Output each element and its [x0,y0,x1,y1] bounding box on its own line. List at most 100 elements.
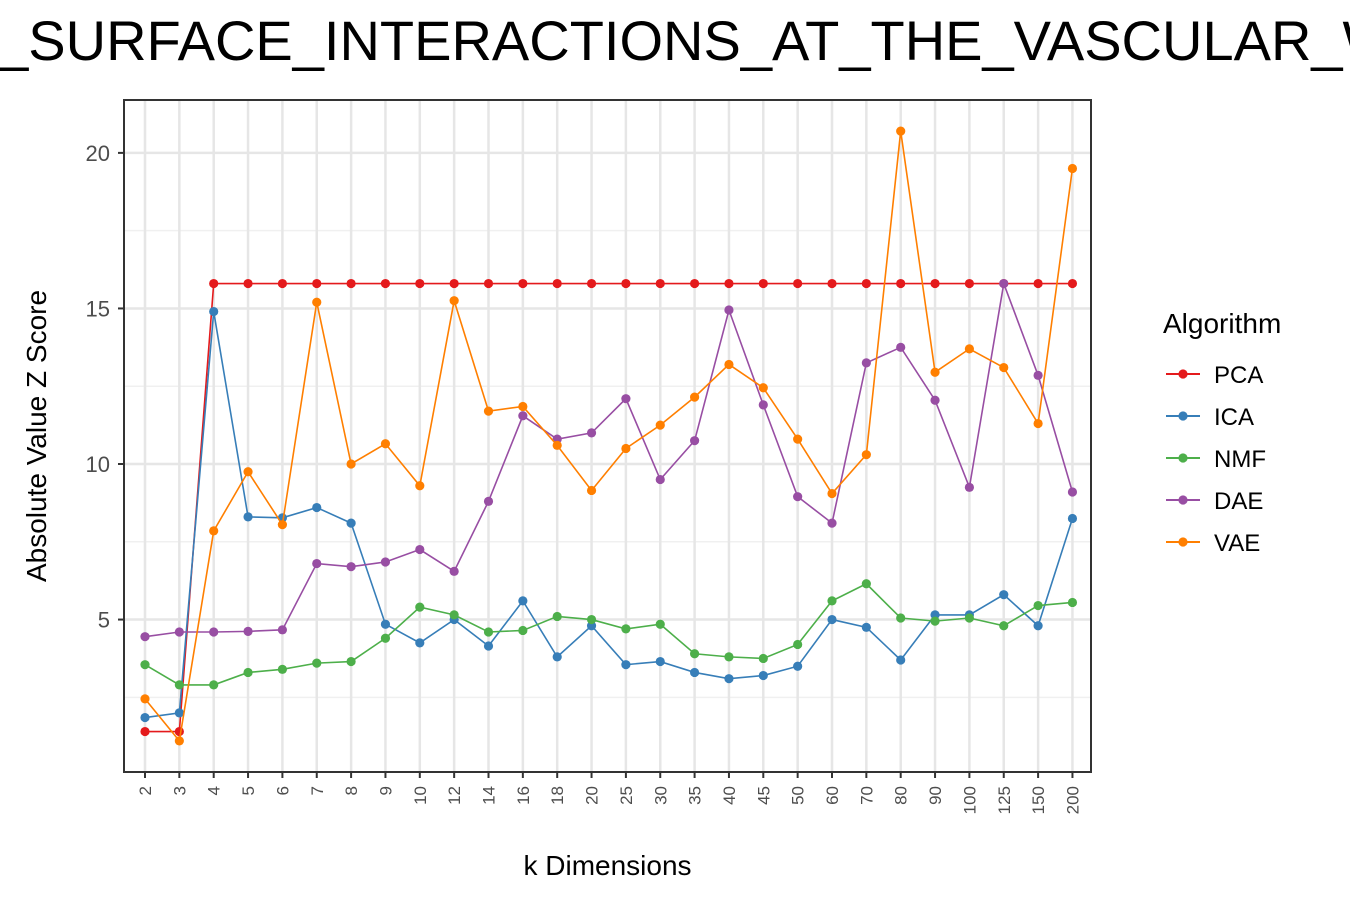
x-tick-label: 35 [686,786,705,805]
legend-item-vae: VAE [1166,530,1260,557]
data-point [964,278,975,289]
data-point [518,278,528,289]
data-point [518,401,528,412]
data-point [621,624,631,634]
series-pca [140,278,1078,737]
x-tick-label: 50 [789,786,808,805]
data-point [964,613,975,623]
data-point [793,639,803,650]
legend-label: VAE [1214,530,1260,557]
x-tick-label: 7 [308,786,327,795]
data-point [552,278,562,289]
data-point [174,736,184,746]
data-point [140,694,150,704]
data-point [518,411,528,421]
y-axis-label: Absolute Value Z Score [21,290,52,582]
data-point [861,278,871,289]
data-point [140,632,150,642]
data-point [758,278,768,289]
data-point [999,362,1009,373]
legend-label: DAE [1214,488,1263,515]
data-point [380,278,391,289]
data-point [380,633,391,643]
data-point [999,621,1009,631]
data-point [724,674,734,684]
data-point [277,520,287,530]
data-point [518,625,528,636]
data-point [174,726,184,737]
legend-title: Algorithm [1163,308,1281,339]
data-point [655,474,665,485]
data-point [312,558,322,569]
series-vae [140,126,1078,746]
data-point [209,526,219,536]
data-point [415,278,425,289]
legend-item-pca: PCA [1166,362,1263,389]
x-tick-label: 2 [136,786,155,795]
data-point [346,459,356,469]
data-point [140,660,150,670]
data-point [621,278,631,289]
data-point [483,496,494,506]
data-point [277,278,287,289]
legend-item-ica: ICA [1166,404,1254,431]
data-point [174,680,184,690]
data-point [690,649,700,659]
data-point [793,661,803,671]
data-point [552,440,562,450]
data-point [1033,278,1043,289]
data-point [243,626,253,636]
data-point [415,638,425,648]
data-point [655,278,665,289]
data-point [896,613,906,623]
data-point [483,641,494,651]
series-dae [140,278,1078,642]
data-point [621,443,631,454]
x-tick-label: 16 [514,786,533,805]
data-point [1033,418,1043,429]
data-point [1067,278,1078,289]
data-point [380,619,391,629]
x-tick-label: 20 [583,786,602,805]
legend-key-point [1178,411,1188,421]
data-point [827,518,837,528]
x-tick-label: 80 [892,786,911,805]
data-point [1067,597,1078,608]
x-axis: 2 3 4 5 6 7 8 9 10 12 14 16 18 20 25 30 35 40 45 50 60 70 80 90… [136,772,1082,814]
data-point [896,342,906,352]
series-nmf [140,579,1078,690]
data-point [758,670,768,681]
data-point [724,305,734,315]
series-lines [140,126,1078,746]
data-point [380,557,391,567]
x-tick-label: 30 [651,786,670,805]
data-point [827,614,837,625]
x-tick-label: 70 [857,786,876,805]
x-tick-label: 10 [411,786,430,805]
data-point [346,562,356,572]
data-point [930,367,940,377]
data-point [690,667,700,678]
x-tick-label: 6 [273,786,292,795]
data-point [346,278,356,289]
data-point [724,359,734,370]
data-point [758,383,768,393]
data-point [312,278,322,289]
data-point [930,395,940,405]
data-point [174,708,184,718]
x-tick-label: 5 [239,786,258,795]
y-tick-label: 10 [86,452,110,477]
data-point [690,278,700,289]
data-point [209,627,219,637]
data-point [793,434,803,444]
data-point [655,420,665,430]
data-point [243,512,253,522]
legend-key-point [1178,537,1188,547]
data-point [449,566,459,576]
data-point [312,658,322,668]
x-tick-label: 8 [342,786,361,795]
legend: Algorithm PCA ICA NMF DAE VAE [1163,308,1281,557]
data-point [827,596,837,606]
data-point [346,518,356,528]
